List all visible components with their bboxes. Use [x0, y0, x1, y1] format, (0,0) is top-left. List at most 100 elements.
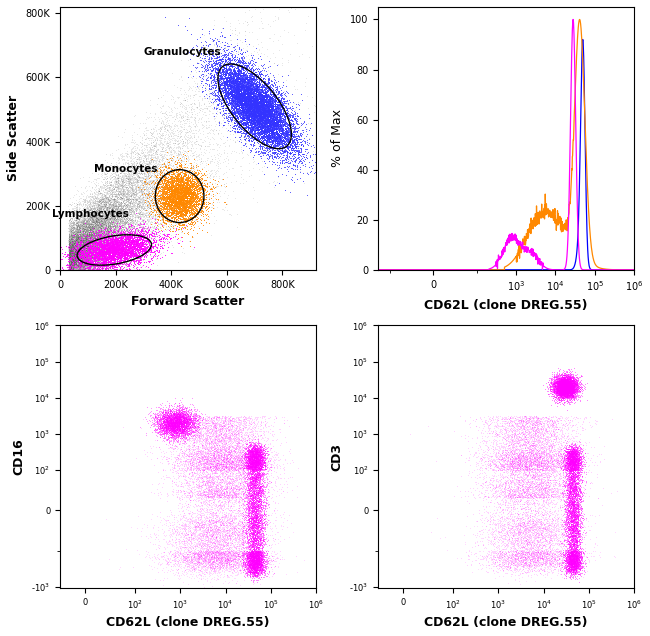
Point	[93, 256, 103, 266]
Point	[95, 265, 105, 275]
Point	[263, 118, 273, 128]
Point	[107, 227, 117, 237]
Point	[532, 548, 543, 558]
Point	[66, 243, 76, 253]
Point	[252, 558, 263, 568]
Point	[78, 245, 88, 255]
Point	[550, 489, 560, 499]
Point	[266, 115, 276, 125]
Point	[96, 193, 107, 204]
Point	[69, 239, 79, 249]
Point	[251, 159, 261, 169]
Point	[138, 250, 148, 260]
Point	[253, 497, 263, 508]
Point	[233, 509, 244, 520]
Point	[563, 382, 573, 392]
Point	[564, 380, 574, 391]
Point	[569, 447, 579, 457]
Point	[116, 245, 126, 255]
Point	[209, 165, 219, 175]
Point	[72, 225, 82, 235]
Point	[118, 238, 128, 249]
Point	[187, 534, 197, 544]
Point	[188, 553, 199, 563]
Point	[216, 66, 227, 76]
Point	[239, 110, 249, 120]
Point	[216, 76, 227, 86]
Point	[169, 422, 179, 432]
Point	[495, 502, 505, 513]
Point	[72, 250, 83, 260]
Point	[506, 456, 517, 466]
Point	[522, 509, 532, 520]
Point	[246, 563, 257, 574]
Point	[237, 433, 248, 443]
Point	[212, 446, 222, 457]
Point	[98, 250, 109, 260]
Point	[263, 108, 274, 118]
Point	[175, 198, 185, 208]
Point	[163, 456, 174, 466]
Point	[254, 104, 265, 114]
Point	[304, 162, 315, 172]
Point	[265, 116, 276, 127]
Point	[76, 265, 86, 275]
Point	[83, 242, 94, 252]
Point	[567, 562, 578, 572]
Point	[536, 460, 547, 470]
Point	[271, 121, 281, 131]
Point	[156, 176, 166, 186]
Point	[196, 76, 207, 86]
Point	[517, 485, 527, 495]
Point	[204, 81, 214, 91]
Point	[237, 98, 247, 108]
Point	[244, 127, 255, 137]
Point	[575, 537, 585, 547]
Point	[170, 195, 180, 205]
Point	[279, 125, 289, 135]
Point	[567, 461, 578, 471]
Point	[507, 551, 517, 562]
Point	[593, 449, 604, 459]
Point	[99, 230, 109, 240]
Point	[560, 381, 570, 391]
Point	[131, 139, 141, 149]
Point	[530, 477, 541, 487]
Point	[188, 415, 199, 425]
Point	[565, 460, 575, 471]
Point	[566, 464, 576, 474]
Point	[169, 441, 179, 452]
Point	[248, 94, 259, 104]
Point	[251, 471, 261, 481]
Point	[107, 231, 118, 241]
Point	[73, 238, 83, 249]
Point	[237, 527, 247, 537]
Point	[161, 144, 171, 154]
Point	[83, 235, 94, 245]
Point	[66, 265, 77, 275]
Point	[259, 520, 270, 530]
Point	[246, 85, 257, 95]
Point	[560, 545, 571, 555]
Point	[78, 239, 88, 249]
Point	[236, 93, 246, 104]
Point	[202, 573, 212, 583]
Point	[149, 183, 159, 193]
Point	[216, 466, 227, 476]
Point	[145, 162, 155, 172]
Point	[566, 389, 576, 399]
Point	[534, 435, 544, 445]
Point	[565, 374, 575, 384]
Point	[256, 555, 266, 565]
Point	[229, 463, 240, 473]
Point	[242, 74, 253, 84]
Point	[515, 427, 526, 438]
Point	[549, 441, 559, 451]
Point	[254, 556, 265, 566]
Point	[522, 457, 532, 467]
Point	[537, 551, 547, 561]
Point	[179, 527, 189, 537]
Point	[569, 562, 580, 572]
Point	[253, 453, 263, 463]
Point	[94, 204, 105, 214]
